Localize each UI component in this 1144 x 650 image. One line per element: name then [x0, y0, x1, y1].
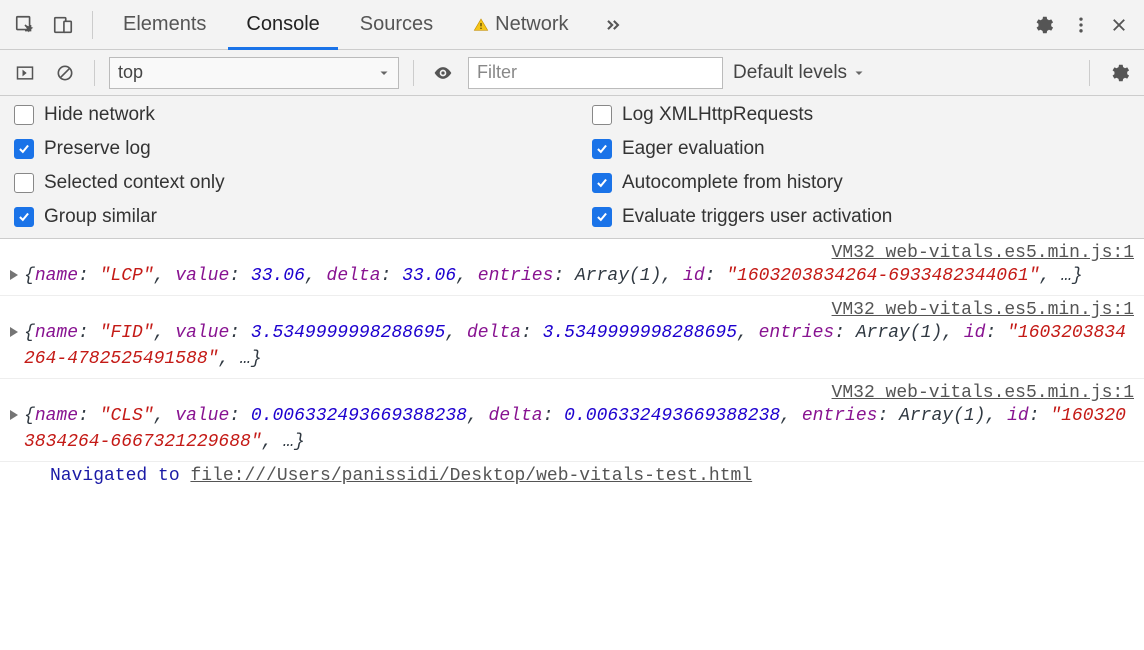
- tab-label: Network: [495, 13, 568, 36]
- divider: [92, 11, 93, 39]
- divider: [1089, 60, 1090, 86]
- close-icon[interactable]: [1102, 8, 1136, 42]
- nav-prefix: Navigated to: [50, 466, 190, 486]
- checkbox-box: [14, 207, 34, 227]
- checkbox-box: [14, 173, 34, 193]
- expand-triangle-icon[interactable]: [10, 410, 18, 420]
- filter-input[interactable]: [468, 57, 723, 89]
- log-source-link[interactable]: VM32 web-vitals.es5.min.js:1: [10, 300, 1134, 320]
- checkbox-label: Autocomplete from history: [622, 172, 843, 194]
- checkbox-label: Selected context only: [44, 172, 225, 194]
- checkbox-box: [592, 139, 612, 159]
- tabs-overflow[interactable]: [591, 0, 635, 50]
- tab-label: Sources: [360, 13, 433, 36]
- context-value: top: [118, 62, 143, 83]
- checkbox-box: [592, 207, 612, 227]
- tab-console[interactable]: Console: [228, 0, 337, 50]
- expand-triangle-icon[interactable]: [10, 327, 18, 337]
- checkbox-label: Log XMLHttpRequests: [622, 104, 813, 126]
- checkbox-autocomplete-from-history[interactable]: Autocomplete from history: [592, 172, 1130, 194]
- nav-url[interactable]: file:///Users/panissidi/Desktop/web-vita…: [190, 466, 752, 486]
- kebab-menu-icon[interactable]: [1064, 8, 1098, 42]
- tab-label: Console: [246, 13, 319, 36]
- checkbox-label: Evaluate triggers user activation: [622, 206, 892, 228]
- tab-sources[interactable]: Sources: [342, 0, 451, 50]
- tab-network[interactable]: Network: [455, 0, 586, 50]
- checkbox-selected-context-only[interactable]: Selected context only: [14, 172, 552, 194]
- divider: [413, 60, 414, 86]
- live-expression-icon[interactable]: [428, 58, 458, 88]
- chevron-down-icon: [378, 67, 390, 79]
- sidebar-toggle-icon[interactable]: [10, 58, 40, 88]
- context-selector[interactable]: top: [109, 57, 399, 89]
- checkbox-box: [592, 105, 612, 125]
- log-object[interactable]: {name: "FID", value: 3.5349999998288695,…: [24, 320, 1134, 372]
- divider: [94, 60, 95, 86]
- checkbox-box: [14, 105, 34, 125]
- tab-label: Elements: [123, 13, 206, 36]
- chevron-down-icon: [853, 67, 865, 79]
- checkbox-label: Group similar: [44, 206, 157, 228]
- checkbox-preserve-log[interactable]: Preserve log: [14, 138, 552, 160]
- console-messages: VM32 web-vitals.es5.min.js:1{name: "LCP"…: [0, 239, 1144, 462]
- checkbox-box: [14, 139, 34, 159]
- level-label: Default levels: [733, 62, 847, 84]
- checkbox-label: Eager evaluation: [622, 138, 765, 160]
- console-settings-panel: Hide network Preserve log Selected context…: [0, 96, 1144, 239]
- checkbox-label: Hide network: [44, 104, 155, 126]
- inspect-element-icon[interactable]: [8, 8, 42, 42]
- expand-triangle-icon[interactable]: [10, 270, 18, 280]
- log-level-selector[interactable]: Default levels: [733, 62, 865, 84]
- checkbox-hide-network[interactable]: Hide network: [14, 104, 552, 126]
- tab-elements[interactable]: Elements: [105, 0, 224, 50]
- log-source-link[interactable]: VM32 web-vitals.es5.min.js:1: [10, 243, 1134, 263]
- console-log-entry: VM32 web-vitals.es5.min.js:1{name: "CLS"…: [0, 379, 1144, 462]
- log-source-link[interactable]: VM32 web-vitals.es5.min.js:1: [10, 383, 1134, 403]
- console-settings-gear-icon[interactable]: [1104, 58, 1134, 88]
- devtools-tabbar: Elements Console Sources Network: [0, 0, 1144, 50]
- checkbox-log-xmlhttprequests[interactable]: Log XMLHttpRequests: [592, 104, 1130, 126]
- clear-console-icon[interactable]: [50, 58, 80, 88]
- console-log-entry: VM32 web-vitals.es5.min.js:1{name: "LCP"…: [0, 239, 1144, 296]
- console-toolbar: top Default levels: [0, 50, 1144, 96]
- console-log-entry: VM32 web-vitals.es5.min.js:1{name: "FID"…: [0, 296, 1144, 379]
- checkbox-label: Preserve log: [44, 138, 151, 160]
- checkbox-group-similar[interactable]: Group similar: [14, 206, 552, 228]
- warning-icon: [473, 17, 489, 33]
- log-object[interactable]: {name: "CLS", value: 0.00633249366938823…: [24, 403, 1134, 455]
- log-object[interactable]: {name: "LCP", value: 33.06, delta: 33.06…: [24, 263, 1134, 289]
- navigation-message: Navigated to file:///Users/panissidi/Des…: [0, 462, 1144, 494]
- settings-gear-icon[interactable]: [1026, 8, 1060, 42]
- checkbox-box: [592, 173, 612, 193]
- checkbox-evaluate-triggers-user-activation[interactable]: Evaluate triggers user activation: [592, 206, 1130, 228]
- device-toolbar-icon[interactable]: [46, 8, 80, 42]
- checkbox-eager-evaluation[interactable]: Eager evaluation: [592, 138, 1130, 160]
